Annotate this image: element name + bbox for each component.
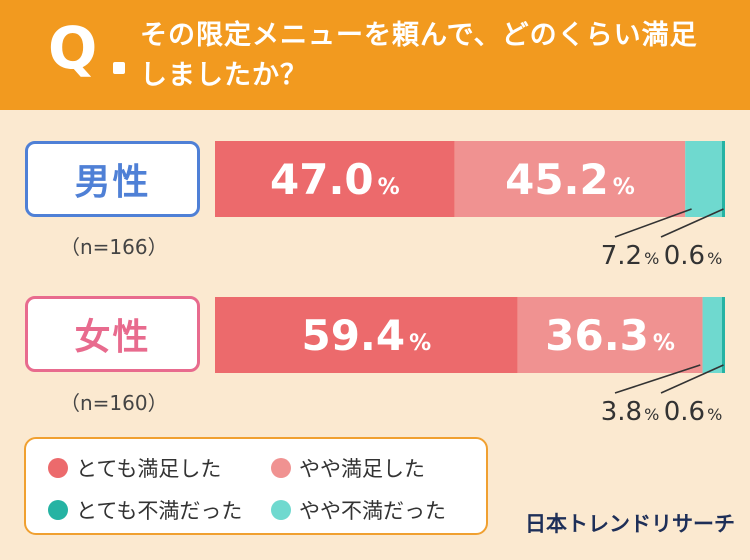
stacked-bar-chart: 47.0% 45.2 %7.2% 0.6 %59.4% 36.3 %3.8% 0.6%	[215, 141, 725, 427]
legend-dot-very-dissatisfied	[48, 500, 68, 520]
value-label-female-somewhat-dissatisfied: 3.8%	[601, 397, 660, 427]
leader-line-male-somewhat-dissatisfied	[614, 208, 692, 238]
legend-label-very-dissatisfied: とても不満だった	[76, 499, 243, 523]
bar-female-very-satisfied	[215, 297, 518, 373]
bar-male-somewhat-dissatisfied	[685, 141, 722, 217]
q-mark: Q	[48, 14, 98, 82]
value-label-male-somewhat-satisfied: 45.2%	[505, 155, 635, 204]
group-label-male: 男性	[25, 141, 200, 217]
leader-line-female-very-dissatisfied	[660, 364, 724, 394]
legend-item-very-dissatisfied: とても不満だった	[48, 495, 242, 525]
legend-dot-very-satisfied	[48, 458, 68, 478]
legend-dot-somewhat-satisfied	[271, 458, 291, 478]
legend-dot-somewhat-dissatisfied	[271, 500, 291, 520]
bar-female-very-dissatisfied	[721, 297, 725, 373]
sample-size-female: （n=160）	[60, 391, 168, 415]
bar-female-somewhat-satisfied	[517, 297, 703, 373]
leader-line-male-very-dissatisfied	[660, 208, 724, 238]
legend-item-somewhat-dissatisfied: やや不満だった	[271, 495, 446, 525]
bar-male-very-dissatisfied	[721, 141, 725, 217]
value-label-male-very-dissatisfied: 0.6%	[664, 241, 723, 271]
value-label-female-very-dissatisfied: 0.6%	[664, 397, 723, 427]
legend: とても満足した やや満足した とても不満だった やや不満だった	[24, 437, 488, 535]
bar-female-somewhat-dissatisfied	[702, 297, 722, 373]
sample-size-male: （n=166）	[60, 235, 168, 259]
question-text: その限定メニューを頼んで、どのくらい満足しましたか？	[140, 20, 698, 91]
brand-logo: 日本トレンドリサーチ	[525, 512, 735, 536]
legend-label-very-satisfied: とても満足した	[76, 457, 222, 481]
q-dot	[113, 62, 125, 74]
bar-male-very-satisfied	[215, 141, 455, 217]
value-label-male-very-satisfied: 47.0%	[270, 155, 400, 204]
value-label-female-somewhat-satisfied: 36.3%	[545, 311, 675, 360]
bar-male-somewhat-satisfied	[454, 141, 686, 217]
value-label-male-somewhat-dissatisfied: 7.2%	[601, 241, 660, 271]
question-header: Q その限定メニューを頼んで、どのくらい満足しましたか？	[0, 0, 750, 110]
leader-line-female-somewhat-dissatisfied	[614, 364, 701, 394]
value-label-female-very-satisfied: 59.4%	[301, 311, 431, 360]
legend-label-somewhat-satisfied: やや満足した	[299, 457, 425, 481]
legend-item-somewhat-satisfied: やや満足した	[271, 453, 425, 483]
legend-label-somewhat-dissatisfied: やや不満だった	[299, 499, 446, 523]
group-label-female: 女性	[25, 296, 200, 372]
legend-item-very-satisfied: とても満足した	[48, 453, 221, 483]
